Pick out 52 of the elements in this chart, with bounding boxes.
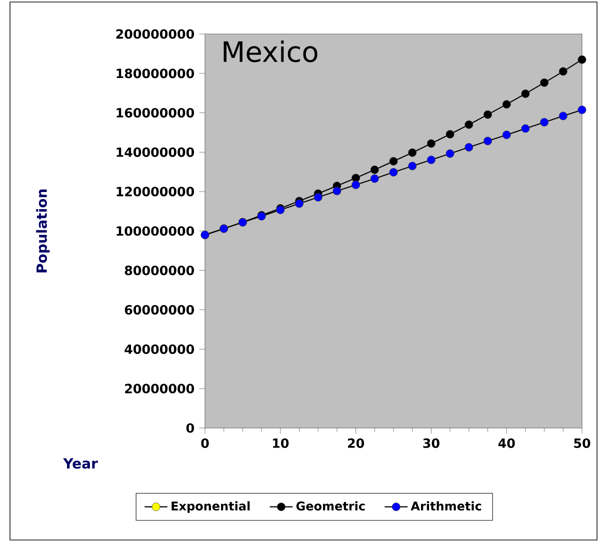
point [502,100,511,109]
legend-label: Geometric [296,501,365,511]
point [578,55,586,64]
point [408,148,417,157]
x-tick-label: 20 [348,438,364,448]
y-tick-label: 60000000 [124,305,194,315]
y-tick-label: 200000000 [116,29,194,39]
x-tick-label: 30 [423,438,440,448]
y-tick-label: 0 [186,423,194,433]
legend-label: Exponential [172,501,250,513]
y-tick-label: 120000000 [116,186,194,196]
point [427,139,436,148]
point [408,162,417,170]
x-axis-title: Year [63,458,98,469]
y-tick-label: 180000000 [116,68,194,78]
point [370,166,379,174]
y-tick-label: 100000000 [116,226,194,236]
chart-title: Mexico [224,40,318,62]
y-axis-title: Population [36,189,50,272]
point [558,112,568,120]
point [521,124,530,133]
point [521,89,530,98]
y-tick-label: 140000000 [116,147,194,157]
point [332,186,342,196]
point [389,157,398,166]
point [427,156,436,164]
point [540,78,548,87]
point [446,149,454,158]
point [484,136,492,146]
y-tick-label: 20000000 [125,384,194,394]
x-tick-label: 0 [201,438,209,448]
point [352,180,360,190]
point [502,130,511,140]
point [578,106,586,114]
point [446,130,454,138]
point [352,174,360,182]
point [540,118,548,126]
x-tick-label: 40 [498,438,515,448]
y-tick-label: 160000000 [116,108,194,118]
point [370,174,379,183]
point [464,120,474,129]
point [484,110,492,119]
x-tick-label: 10 [273,438,289,448]
x-tick-label: 50 [574,438,590,448]
y-tick-label: 40000000 [124,344,194,354]
y-tick-label: 80000000 [124,266,194,276]
point [558,67,568,76]
point [314,193,322,202]
point [295,199,304,208]
point [464,143,474,152]
point [389,168,398,176]
legend-label: Arithmetic [410,501,482,511]
